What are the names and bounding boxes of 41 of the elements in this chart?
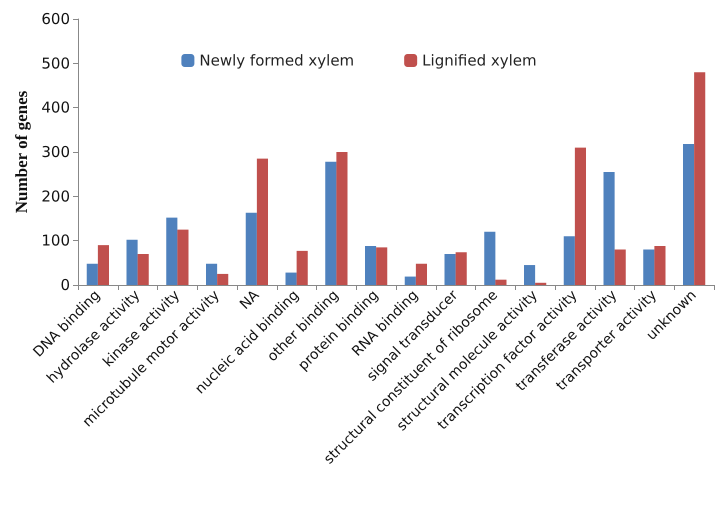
- bar: [138, 254, 149, 285]
- y-tick-label: 200: [41, 187, 70, 206]
- bar: [643, 250, 654, 285]
- y-tick-label: 600: [41, 10, 70, 28]
- bar: [285, 272, 297, 285]
- bar: [206, 264, 218, 285]
- bar: [444, 254, 456, 285]
- bar: [524, 265, 536, 285]
- bar: [416, 264, 428, 285]
- bar: [456, 252, 467, 285]
- bar: [166, 218, 178, 285]
- legend-label: Newly formed xylem: [199, 52, 354, 70]
- y-tick-label: 500: [41, 54, 70, 72]
- legend-label: Lignified xylem: [422, 52, 537, 70]
- bar: [564, 236, 575, 285]
- bar: [404, 276, 416, 285]
- bar: [246, 212, 257, 285]
- bar: [98, 245, 110, 285]
- bar: [376, 247, 388, 285]
- y-tick-label: 300: [41, 143, 70, 161]
- y-tick-label: 100: [41, 232, 70, 250]
- y-axis-title: Number of genes: [12, 90, 31, 214]
- bar: [177, 230, 189, 285]
- bar: [336, 152, 348, 285]
- bar: [603, 172, 615, 285]
- bar: [495, 280, 507, 285]
- bar: [614, 250, 626, 285]
- bar: [484, 232, 496, 285]
- bar: [256, 158, 268, 285]
- bar: [654, 246, 666, 285]
- bar: [574, 148, 586, 285]
- y-tick-label: 400: [41, 98, 70, 117]
- bar: [694, 72, 706, 285]
- bar: [217, 274, 228, 285]
- bar: [364, 246, 376, 285]
- bar: [86, 264, 98, 285]
- bar: [296, 250, 308, 285]
- bar: [682, 144, 694, 285]
- bar: [126, 240, 138, 285]
- y-tick-label: 0: [60, 276, 70, 294]
- bar: [325, 162, 336, 285]
